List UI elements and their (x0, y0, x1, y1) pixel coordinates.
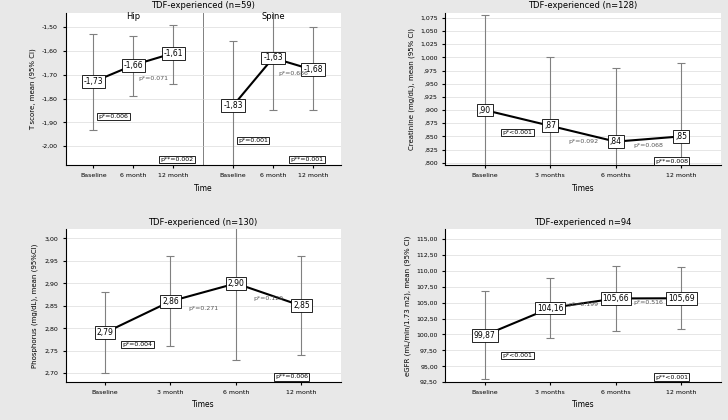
Text: -1,73: -1,73 (84, 77, 103, 86)
Text: Hip: Hip (126, 13, 141, 21)
Text: ,84: ,84 (610, 137, 622, 146)
Text: p*<0.001: p*<0.001 (502, 130, 532, 135)
X-axis label: Times: Times (571, 400, 594, 410)
Text: -1,66: -1,66 (124, 60, 143, 70)
X-axis label: Times: Times (571, 184, 594, 192)
Text: -1,83: -1,83 (223, 101, 243, 110)
Text: p*=0.001: p*=0.001 (238, 138, 268, 143)
Text: p*=0.006: p*=0.006 (98, 114, 128, 119)
Title: TDF-experienced (n=130): TDF-experienced (n=130) (149, 218, 258, 227)
Text: p**=0.002: p**=0.002 (161, 157, 194, 162)
Text: 2,86: 2,86 (162, 297, 179, 306)
Text: p*=0.068: p*=0.068 (633, 143, 663, 148)
Text: ,87: ,87 (545, 121, 556, 130)
Text: p*=0.004: p*=0.004 (122, 342, 153, 347)
Title: TDF-experienced (n=128): TDF-experienced (n=128) (529, 1, 638, 10)
X-axis label: Time: Time (194, 184, 213, 192)
Text: 105,69: 105,69 (668, 294, 695, 303)
Text: p**=0.001: p**=0.001 (290, 157, 323, 162)
Text: p*=0.071: p*=0.071 (138, 76, 168, 81)
Text: 105,66: 105,66 (603, 294, 629, 303)
Text: p*=0.092: p*=0.092 (568, 139, 598, 144)
Text: -1,63: -1,63 (264, 53, 282, 63)
Text: p*<0.001: p*<0.001 (502, 353, 532, 358)
Title: TDF-experienced (n=59): TDF-experienced (n=59) (151, 1, 255, 10)
Text: 99,87: 99,87 (474, 331, 496, 340)
Text: 2,85: 2,85 (293, 301, 310, 310)
Y-axis label: T score, mean (95% CI): T score, mean (95% CI) (30, 48, 36, 130)
Text: 2,90: 2,90 (228, 279, 245, 288)
Text: p*=0.686: p*=0.686 (278, 71, 308, 76)
Text: Spine: Spine (261, 13, 285, 21)
Text: p*=0.516: p*=0.516 (633, 300, 663, 305)
Text: ,90: ,90 (479, 105, 491, 115)
Text: p*=0.199: p*=0.199 (568, 302, 598, 307)
X-axis label: Times: Times (192, 400, 215, 410)
Text: p*=0.271: p*=0.271 (188, 306, 218, 310)
Text: ,85: ,85 (676, 132, 687, 141)
Text: p*=0.129: p*=0.129 (253, 296, 284, 301)
Text: p**=0.008: p**=0.008 (655, 159, 688, 164)
Text: 2,79: 2,79 (96, 328, 114, 337)
Text: 104,16: 104,16 (537, 304, 563, 312)
Title: TDF-experienced n=94: TDF-experienced n=94 (534, 218, 632, 227)
Text: -1,61: -1,61 (164, 49, 183, 58)
Text: -1,68: -1,68 (303, 66, 323, 74)
Text: p**=0.006: p**=0.006 (275, 374, 308, 379)
Y-axis label: Phosphorus (mg/dL), mean (95%CI): Phosphorus (mg/dL), mean (95%CI) (32, 244, 39, 368)
Y-axis label: Creatinine (mg/dL), mean (95% CI): Creatinine (mg/dL), mean (95% CI) (408, 28, 415, 150)
Y-axis label: eGFR (mL/min/1.73 m2), mean (95% CI): eGFR (mL/min/1.73 m2), mean (95% CI) (404, 236, 411, 376)
Text: p**<0.001: p**<0.001 (655, 375, 688, 380)
